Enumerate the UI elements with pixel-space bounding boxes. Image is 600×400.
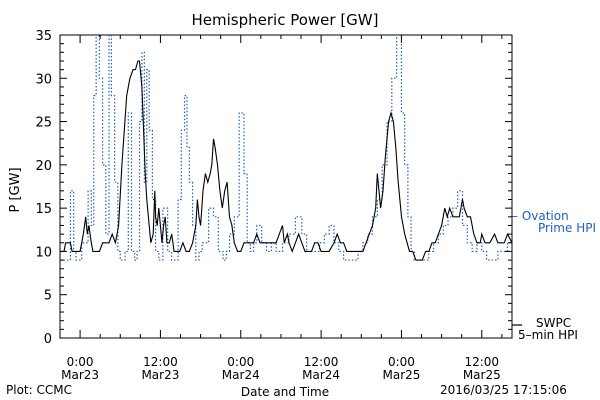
x-tick-label-date: Mar23 <box>141 368 179 382</box>
plot-timestamp: 2016/03/25 17:15:06 <box>440 383 567 397</box>
legend-swpc-label: SWPC <box>536 316 571 330</box>
x-tick-label-time: 0:00 <box>388 355 415 369</box>
y-axis: 0 5 10 15 20 25 30 35 <box>35 29 512 347</box>
y-tick-label: 15 <box>35 202 52 217</box>
x-tick-label-date: Mar24 <box>302 368 340 382</box>
y-tick-label: 25 <box>35 116 52 131</box>
x-tick-label-date: Mar25 <box>382 368 420 382</box>
x-tick-label-time: 12:00 <box>464 355 499 369</box>
legend-ovation-label-2: Prime HPI <box>538 221 596 235</box>
y-tick-label: 0 <box>44 332 52 347</box>
x-tick-label-time: 12:00 <box>304 355 339 369</box>
x-tick-label-date: Mar24 <box>222 368 260 382</box>
y-tick-label: 5 <box>44 289 52 304</box>
x-tick-label-time: 0:00 <box>67 355 94 369</box>
y-tick-label: 20 <box>35 159 52 174</box>
legend-swpc-label-2: 5–min HPI <box>518 328 578 342</box>
series-line-ovation <box>60 35 512 261</box>
y-tick-label: 10 <box>35 245 52 260</box>
x-axis: 0:00Mar2312:00Mar230:00Mar2412:00Mar240:… <box>59 35 503 382</box>
plot-credit: Plot: CCMC <box>6 383 72 397</box>
x-axis-label: Date and Time <box>241 385 329 399</box>
x-tick-label-time: 0:00 <box>227 355 254 369</box>
y-axis-label: P [GW] <box>8 167 23 212</box>
plot-frame <box>59 34 513 339</box>
legend-ovation-label: – Ovation <box>512 209 569 223</box>
x-tick-label-date: Mar25 <box>463 368 501 382</box>
y-tick-label: 35 <box>35 29 52 44</box>
series-line-swpc <box>60 60 512 261</box>
chart-title: Hemispheric Power [GW] <box>192 11 379 29</box>
y-tick-label: 30 <box>35 72 52 87</box>
plot-area <box>59 34 513 339</box>
x-tick-label-date: Mar23 <box>61 368 99 382</box>
x-tick-label-time: 12:00 <box>143 355 178 369</box>
